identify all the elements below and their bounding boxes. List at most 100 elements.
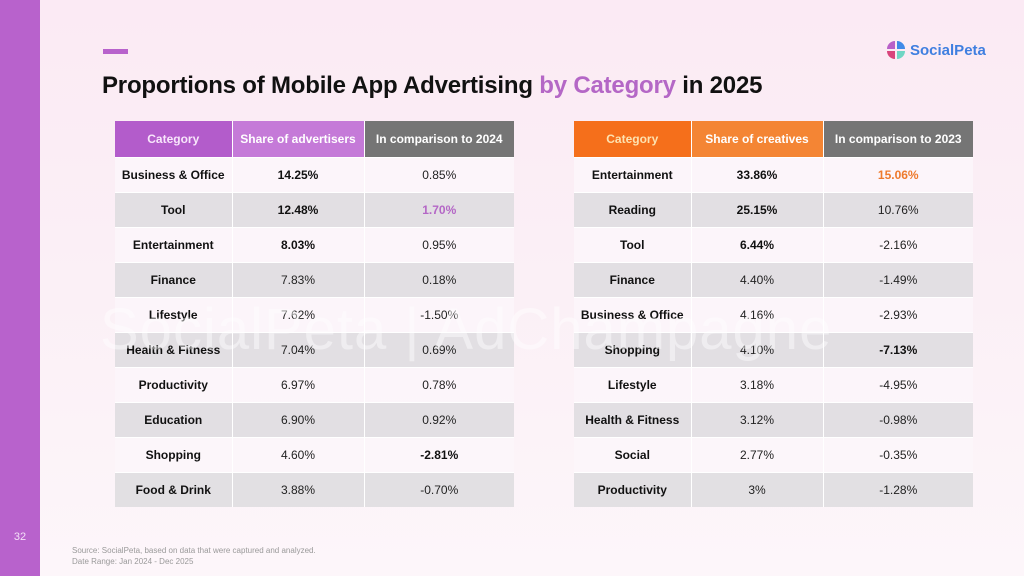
table-header-row: Category Share of creatives In compariso… (574, 121, 973, 157)
source-note: Source: SocialPeta, based on data that w… (72, 546, 316, 555)
table-row: Social 2.77% -0.35% (574, 436, 973, 472)
category-cell: Health & Fitness (115, 331, 233, 367)
table-row: Tool 12.48% 1.70% (115, 191, 514, 227)
share-cell: 4.10% (691, 331, 824, 367)
category-cell: Education (115, 401, 233, 437)
share-cell: 7.62% (232, 296, 365, 332)
change-cell-highlight: 15.06% (823, 156, 973, 192)
category-cell: Food & Drink (115, 471, 233, 507)
table-row: Health & Fitness 7.04% 0.69% (115, 331, 514, 367)
column-header-comparison: In comparison to 2023 (823, 121, 973, 157)
table-row: Food & Drink 3.88% -0.70% (115, 471, 514, 507)
footnote: Source: SocialPeta, based on data that w… (72, 545, 316, 567)
table-row: Lifestyle 3.18% -4.95% (574, 366, 973, 402)
title-highlight: by Category (539, 72, 676, 99)
share-cell: 25.15% (691, 191, 824, 227)
table-row: Productivity 3% -1.28% (574, 471, 973, 507)
table-row: Entertainment 8.03% 0.95% (115, 226, 514, 262)
column-header-comparison: In comparison to 2024 (364, 121, 514, 157)
change-cell: -7.13% (823, 331, 973, 367)
socialpeta-logo-icon (887, 41, 905, 59)
change-cell: -1.49% (823, 261, 973, 297)
title-text: Proportions of Mobile App Advertising (102, 72, 540, 99)
share-cell: 3% (691, 471, 824, 507)
change-cell: 0.95% (364, 226, 514, 262)
share-cell: 12.48% (232, 191, 365, 227)
table-row: Finance 7.83% 0.18% (115, 261, 514, 297)
table-row: Business & Office 14.25% 0.85% (115, 156, 514, 192)
change-cell: 0.85% (364, 156, 514, 192)
category-cell: Business & Office (574, 296, 692, 332)
share-cell: 2.77% (691, 436, 824, 472)
date-range-note: Date Range: Jan 2024 - Dec 2025 (72, 557, 194, 566)
category-cell: Productivity (115, 366, 233, 402)
brand-logo: SocialPeta (886, 40, 986, 60)
column-header-share: Share of creatives (691, 121, 824, 157)
share-cell: 14.25% (232, 156, 365, 192)
column-header-category: Category (574, 121, 692, 157)
change-cell: 0.92% (364, 401, 514, 437)
category-cell: Finance (115, 261, 233, 297)
table-row: Entertainment 33.86% 15.06% (574, 156, 973, 192)
change-cell: -1.50% (364, 296, 514, 332)
share-cell: 4.60% (232, 436, 365, 472)
change-cell: -2.16% (823, 226, 973, 262)
table-row: Finance 4.40% -1.49% (574, 261, 973, 297)
advertisers-table: Category Share of advertisers In compari… (115, 121, 514, 507)
category-cell: Tool (115, 191, 233, 227)
share-cell: 6.44% (691, 226, 824, 262)
creatives-table: Category Share of creatives In compariso… (574, 121, 973, 507)
change-cell: -0.98% (823, 401, 973, 437)
column-header-category: Category (115, 121, 233, 157)
table-row: Productivity 6.97% 0.78% (115, 366, 514, 402)
title-text-end: in 2025 (675, 72, 763, 99)
table-row: Reading 25.15% 10.76% (574, 191, 973, 227)
category-cell: Entertainment (115, 226, 233, 262)
table-row: Shopping 4.60% -2.81% (115, 436, 514, 472)
change-cell: 10.76% (823, 191, 973, 227)
share-cell: 7.83% (232, 261, 365, 297)
share-cell: 7.04% (232, 331, 365, 367)
change-cell: -1.28% (823, 471, 973, 507)
category-cell: Finance (574, 261, 692, 297)
change-cell: -2.93% (823, 296, 973, 332)
share-cell: 33.86% (691, 156, 824, 192)
title-accent-dash (103, 49, 128, 54)
category-cell: Social (574, 436, 692, 472)
share-cell: 8.03% (232, 226, 365, 262)
share-cell: 6.97% (232, 366, 365, 402)
category-cell: Business & Office (115, 156, 233, 192)
share-cell: 3.88% (232, 471, 365, 507)
table-row: Health & Fitness 3.12% -0.98% (574, 401, 973, 437)
category-cell: Shopping (115, 436, 233, 472)
share-cell: 3.12% (691, 401, 824, 437)
table-row: Business & Office 4.16% -2.93% (574, 296, 973, 332)
change-cell: 0.69% (364, 331, 514, 367)
category-cell: Lifestyle (574, 366, 692, 402)
page-title: Proportions of Mobile App Advertising by… (102, 72, 762, 100)
category-cell: Entertainment (574, 156, 692, 192)
category-cell: Productivity (574, 471, 692, 507)
change-cell: 0.18% (364, 261, 514, 297)
share-cell: 3.18% (691, 366, 824, 402)
table-header-row: Category Share of advertisers In compari… (115, 121, 514, 157)
share-cell: 4.16% (691, 296, 824, 332)
category-cell: Reading (574, 191, 692, 227)
category-cell: Tool (574, 226, 692, 262)
share-cell: 4.40% (691, 261, 824, 297)
change-cell: -4.95% (823, 366, 973, 402)
table-row: Tool 6.44% -2.16% (574, 226, 973, 262)
column-header-share: Share of advertisers (232, 121, 365, 157)
table-row: Education 6.90% 0.92% (115, 401, 514, 437)
change-cell: 0.78% (364, 366, 514, 402)
change-cell: -0.35% (823, 436, 973, 472)
change-cell-highlight: 1.70% (364, 191, 514, 227)
category-cell: Lifestyle (115, 296, 233, 332)
table-row: Lifestyle 7.62% -1.50% (115, 296, 514, 332)
page-number: 32 (13, 531, 27, 543)
category-cell: Health & Fitness (574, 401, 692, 437)
change-cell: -0.70% (364, 471, 514, 507)
change-cell: -2.81% (364, 436, 514, 472)
side-accent-bar (0, 0, 40, 576)
table-row: Shopping 4.10% -7.13% (574, 331, 973, 367)
